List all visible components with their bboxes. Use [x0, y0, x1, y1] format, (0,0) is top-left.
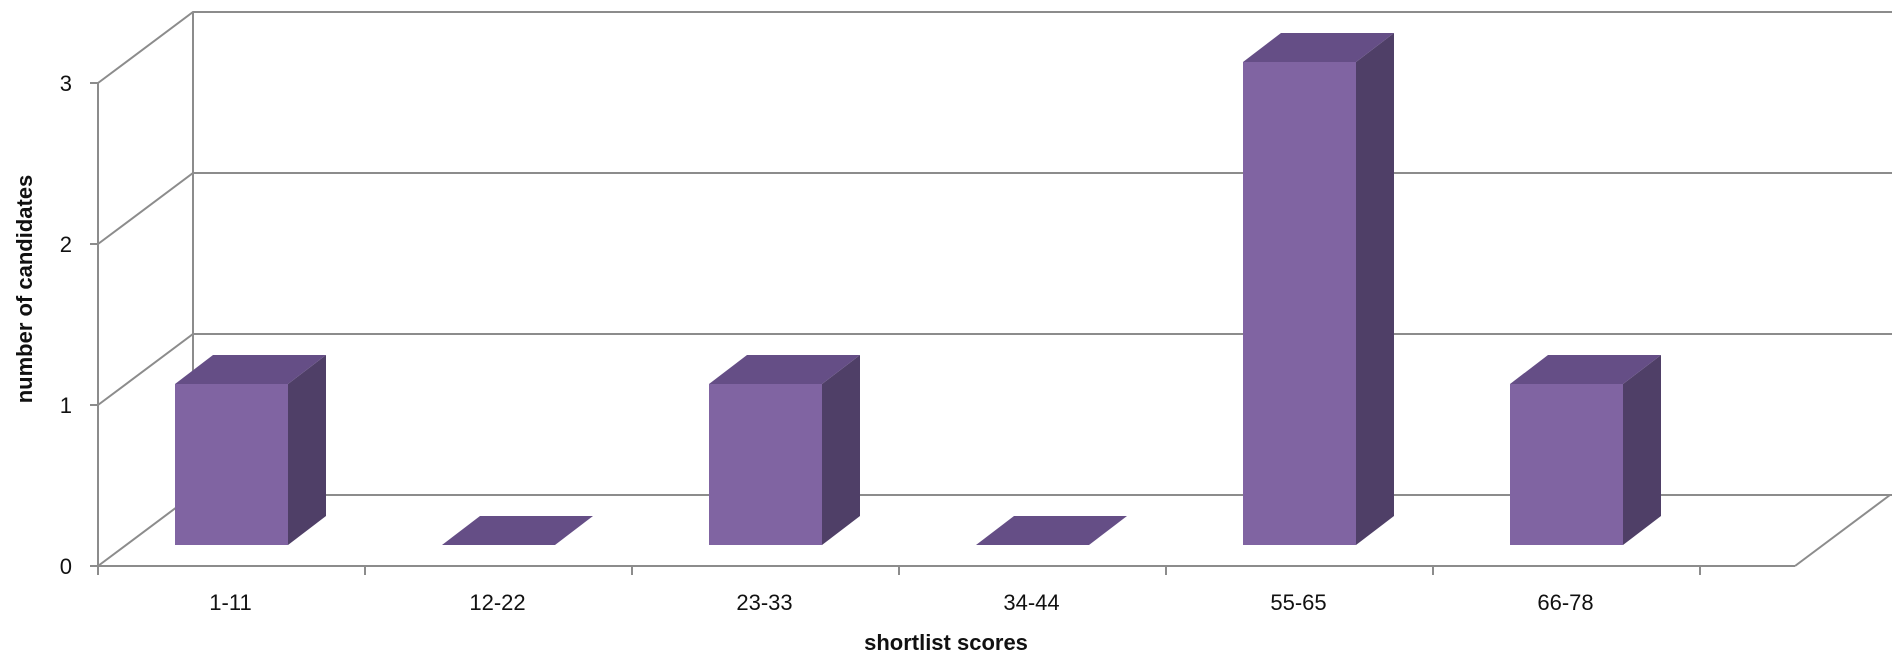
bar [1510, 355, 1661, 545]
bar-top [1510, 355, 1661, 384]
bar-side [1623, 355, 1661, 545]
x-tick-label: 23-33 [736, 590, 792, 615]
bar [1243, 33, 1394, 545]
bar [175, 355, 326, 545]
x-tick-label: 55-65 [1270, 590, 1326, 615]
gridline [97, 11, 1892, 84]
bar-front [1243, 62, 1356, 545]
x-tick-label: 66-78 [1537, 590, 1593, 615]
bar-top [976, 516, 1127, 545]
bar-layer [175, 33, 1661, 545]
bar-side [822, 355, 860, 545]
bar-front [175, 384, 288, 545]
x-tick-label: 12-22 [469, 590, 525, 615]
bar-top [1243, 33, 1394, 62]
bar-front [709, 384, 822, 545]
y-tick-label: 3 [60, 71, 72, 96]
bar [976, 516, 1127, 545]
y-tick-label: 2 [60, 232, 72, 257]
x-tick-labels: 1-11 12-22 23-33 34-44 55-65 66-78 [209, 590, 1593, 615]
bar [709, 355, 860, 545]
bar-top [175, 355, 326, 384]
bar-top [442, 516, 593, 545]
bar [442, 516, 593, 545]
y-tick-label: 0 [60, 554, 72, 579]
bar-side [1356, 33, 1394, 545]
bar-side [288, 355, 326, 545]
y-tick-label: 1 [60, 393, 72, 418]
floor-edge [1794, 494, 1891, 567]
gridline [97, 172, 1892, 245]
bar-top [709, 355, 860, 384]
x-tick-label: 1-11 [209, 590, 251, 615]
x-tick-label: 34-44 [1003, 590, 1059, 615]
bar-front [1510, 384, 1623, 545]
y-axis-title: number of candidates [12, 175, 37, 404]
y-tick-labels: 0 1 2 3 [60, 71, 72, 579]
x-axis-title: shortlist scores [864, 630, 1028, 655]
